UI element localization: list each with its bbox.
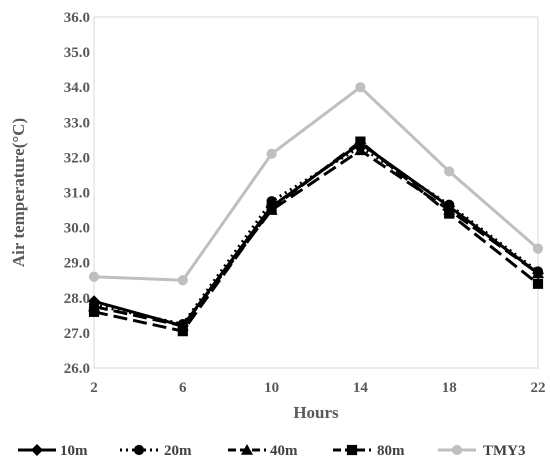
- series-line-40m: [93, 148, 539, 328]
- data-point-40m: [532, 267, 544, 279]
- data-point-40m: [354, 144, 367, 156]
- x-tick-label: 22: [531, 380, 546, 396]
- legend-marker-20m: [133, 444, 145, 456]
- x-tick-label: 10: [264, 380, 279, 396]
- x-tick-label: 14: [353, 380, 369, 396]
- data-point-tmy3: [355, 82, 366, 93]
- plot-area-border: [93, 16, 539, 369]
- series-line-80m: [93, 140, 539, 333]
- legend-label: 20m: [164, 443, 192, 459]
- x-tick-label: 6: [179, 380, 187, 396]
- series-line-tmy3: [93, 85, 539, 282]
- legend-label: TMY3: [483, 443, 526, 459]
- y-tick-label: 27.0: [64, 326, 90, 342]
- legend-label: 80m: [377, 443, 405, 459]
- legend-marker-tmy3: [451, 444, 463, 456]
- series-line-10m: [93, 141, 539, 328]
- y-tick-label: 28.0: [64, 291, 90, 307]
- data-point-80m: [266, 203, 277, 214]
- y-tick-label: 31.0: [64, 186, 90, 202]
- legend-marker-40m: [241, 444, 253, 455]
- y-tick-label: 30.0: [64, 221, 90, 237]
- legend-label: 10m: [60, 443, 88, 459]
- x-tick-label: 18: [442, 380, 457, 396]
- data-point-80m: [355, 136, 366, 147]
- data-point-tmy3: [532, 243, 544, 254]
- data-point-tmy3: [88, 271, 100, 282]
- y-axis-title: Air temperature(°C): [9, 118, 28, 267]
- data-point-80m: [177, 326, 188, 337]
- data-point-80m: [88, 306, 100, 317]
- x-tick-label: 2: [90, 380, 98, 396]
- data-point-tmy3: [444, 166, 455, 177]
- y-tick-label: 26.0: [64, 361, 90, 377]
- series-line-20m: [93, 145, 539, 326]
- legend-label: 40m: [270, 443, 298, 459]
- data-point-80m: [444, 208, 455, 219]
- y-tick-label: 36.0: [64, 10, 90, 26]
- y-tick-label: 33.0: [64, 115, 90, 131]
- legend-marker-80m: [346, 444, 358, 456]
- y-tick-label: 34.0: [64, 80, 90, 96]
- x-axis-title: Hours: [293, 403, 339, 422]
- y-tick-label: 29.0: [64, 256, 90, 272]
- legend-marker-10m: [31, 444, 43, 456]
- y-tick-label: 35.0: [64, 45, 90, 61]
- y-tick-label: 32.0: [64, 150, 90, 166]
- data-point-80m: [532, 278, 544, 289]
- data-point-tmy3: [177, 275, 188, 286]
- data-point-tmy3: [266, 148, 277, 159]
